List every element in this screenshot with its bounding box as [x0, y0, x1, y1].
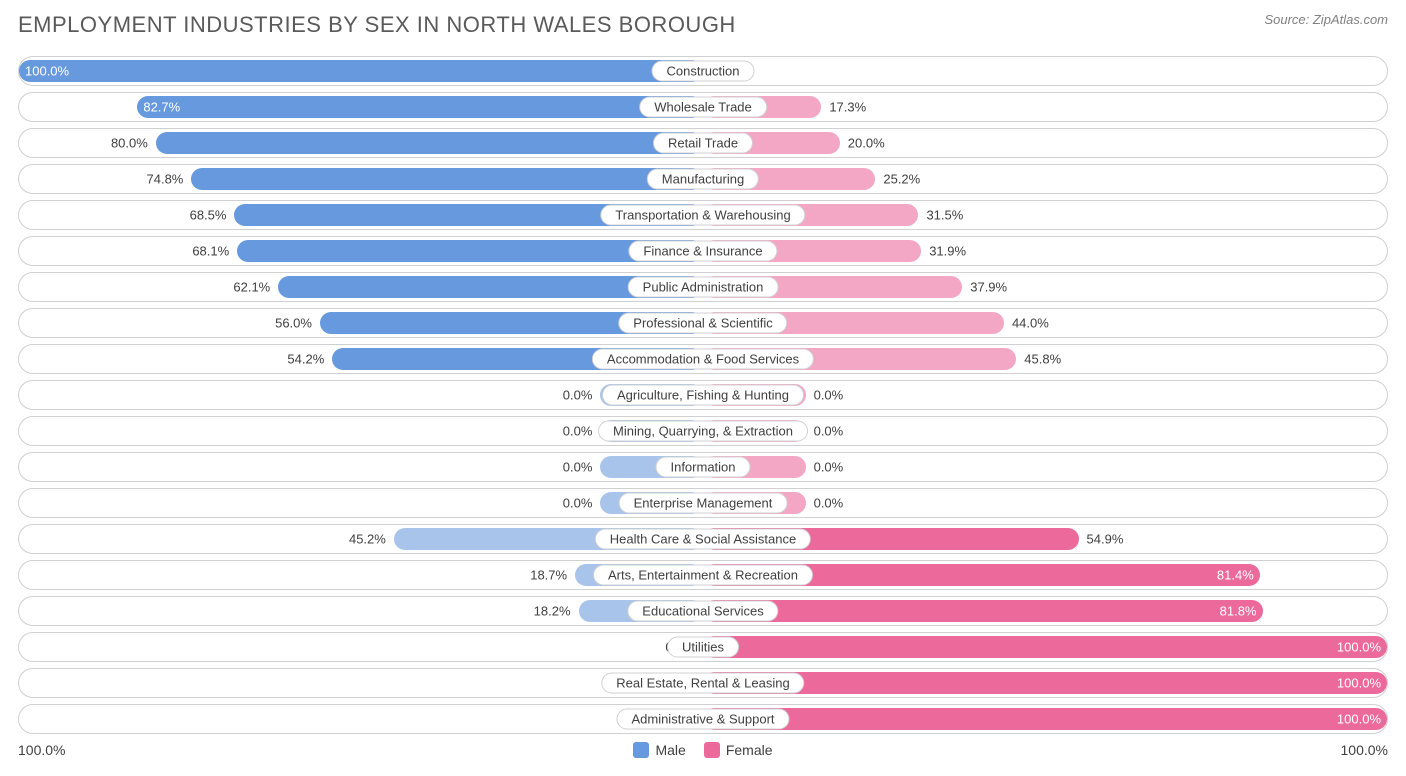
row-category-label: Transportation & Warehousing	[600, 205, 805, 226]
row-category-label: Construction	[652, 61, 755, 82]
female-bar: 100.0%	[703, 636, 1387, 658]
row-category-label: Manufacturing	[647, 169, 759, 190]
row-category-label: Wholesale Trade	[639, 97, 767, 118]
female-pct-label: 0.0%	[814, 460, 844, 475]
female-pct-label: 100.0%	[1337, 712, 1381, 727]
axis-right-label: 100.0%	[1341, 742, 1388, 758]
female-pct-label: 31.9%	[929, 244, 966, 259]
female-pct-label: 31.5%	[926, 208, 963, 223]
chart-row: 54.2% 45.8% Accommodation & Food Services	[18, 344, 1388, 374]
row-category-label: Agriculture, Fishing & Hunting	[602, 385, 804, 406]
chart-row: 68.1% 31.9% Finance & Insurance	[18, 236, 1388, 266]
male-pct-label: 56.0%	[275, 316, 312, 331]
chart-row: 100.0%0.0%Construction	[18, 56, 1388, 86]
male-bar: 82.7%	[137, 96, 703, 118]
chart-row: 62.1% 37.9% Public Administration	[18, 272, 1388, 302]
female-pct-label: 20.0%	[848, 136, 885, 151]
female-pct-label: 81.8%	[1220, 604, 1257, 619]
male-pct-label: 82.7%	[143, 100, 180, 115]
row-category-label: Arts, Entertainment & Recreation	[593, 565, 813, 586]
chart-row: 18.7% 81.4% Arts, Entertainment & Recreati…	[18, 560, 1388, 590]
male-pct-label: 62.1%	[233, 280, 270, 295]
female-pct-label: 25.2%	[883, 172, 920, 187]
male-pct-label: 100.0%	[25, 64, 69, 79]
row-category-label: Utilities	[667, 637, 739, 658]
chart-row: 0.0% 0.0% Agriculture, Fishing & Hunting	[18, 380, 1388, 410]
chart-row: 80.0% 20.0% Retail Trade	[18, 128, 1388, 158]
row-category-label: Enterprise Management	[619, 493, 788, 514]
chart-row: 0.0%100.0%Utilities	[18, 632, 1388, 662]
female-swatch-icon	[704, 742, 720, 758]
legend-female-label: Female	[726, 742, 773, 758]
male-pct-label: 68.5%	[190, 208, 227, 223]
male-pct-label: 0.0%	[563, 460, 593, 475]
male-bar	[191, 168, 703, 190]
chart-row: 0.0%100.0%Administrative & Support	[18, 704, 1388, 734]
chart-row: 56.0% 44.0% Professional & Scientific	[18, 308, 1388, 338]
female-pct-label: 37.9%	[970, 280, 1007, 295]
row-category-label: Finance & Insurance	[628, 241, 777, 262]
male-swatch-icon	[633, 742, 649, 758]
legend: Male Female	[633, 742, 772, 758]
chart-row: 0.0% 0.0% Enterprise Management	[18, 488, 1388, 518]
female-bar: 100.0%	[703, 708, 1387, 730]
female-pct-label: 100.0%	[1337, 640, 1381, 655]
legend-male-label: Male	[655, 742, 685, 758]
chart-row: 68.5% 31.5% Transportation & Warehousing	[18, 200, 1388, 230]
row-category-label: Real Estate, Rental & Leasing	[601, 673, 804, 694]
row-category-label: Administrative & Support	[616, 709, 789, 730]
legend-male: Male	[633, 742, 685, 758]
female-pct-label: 0.0%	[814, 424, 844, 439]
female-pct-label: 0.0%	[814, 388, 844, 403]
chart-title: EMPLOYMENT INDUSTRIES BY SEX IN NORTH WA…	[18, 12, 736, 38]
chart-row: 0.0% 0.0% Mining, Quarrying, & Extraction	[18, 416, 1388, 446]
chart-row: 45.2% 54.9% Health Care & Social Assistanc…	[18, 524, 1388, 554]
female-pct-label: 81.4%	[1217, 568, 1254, 583]
male-pct-label: 18.7%	[530, 568, 567, 583]
legend-female: Female	[704, 742, 773, 758]
row-category-label: Retail Trade	[653, 133, 753, 154]
male-pct-label: 80.0%	[111, 136, 148, 151]
chart-row: 82.7% 17.3% Wholesale Trade	[18, 92, 1388, 122]
female-pct-label: 54.9%	[1087, 532, 1124, 547]
row-category-label: Professional & Scientific	[618, 313, 787, 334]
male-bar	[156, 132, 703, 154]
male-pct-label: 18.2%	[534, 604, 571, 619]
chart-row: 0.0%100.0%Real Estate, Rental & Leasing	[18, 668, 1388, 698]
chart-footer: 100.0% Male Female 100.0%	[18, 742, 1388, 758]
female-pct-label: 44.0%	[1012, 316, 1049, 331]
female-pct-label: 0.0%	[814, 496, 844, 511]
female-bar: 81.8%	[703, 600, 1263, 622]
male-pct-label: 0.0%	[563, 496, 593, 511]
chart-row: 74.8% 25.2% Manufacturing	[18, 164, 1388, 194]
row-category-label: Educational Services	[627, 601, 778, 622]
female-pct-label: 45.8%	[1024, 352, 1061, 367]
chart-source: Source: ZipAtlas.com	[1264, 12, 1388, 27]
male-bar: 100.0%	[19, 60, 703, 82]
female-pct-label: 17.3%	[829, 100, 866, 115]
male-pct-label: 0.0%	[563, 424, 593, 439]
row-category-label: Accommodation & Food Services	[592, 349, 814, 370]
male-pct-label: 68.1%	[192, 244, 229, 259]
female-bar: 100.0%	[703, 672, 1387, 694]
row-category-label: Information	[655, 457, 750, 478]
male-pct-label: 0.0%	[563, 388, 593, 403]
row-category-label: Mining, Quarrying, & Extraction	[598, 421, 808, 442]
male-pct-label: 54.2%	[287, 352, 324, 367]
male-pct-label: 45.2%	[349, 532, 386, 547]
chart-header: EMPLOYMENT INDUSTRIES BY SEX IN NORTH WA…	[18, 12, 1388, 38]
chart-row: 0.0% 0.0% Information	[18, 452, 1388, 482]
row-category-label: Health Care & Social Assistance	[595, 529, 811, 550]
row-category-label: Public Administration	[628, 277, 779, 298]
chart-row: 18.2% 81.8% Educational Services	[18, 596, 1388, 626]
chart-body: 100.0%0.0%Construction82.7%17.3%Wholesal…	[18, 56, 1388, 734]
male-pct-label: 74.8%	[147, 172, 184, 187]
axis-left-label: 100.0%	[18, 742, 65, 758]
female-pct-label: 100.0%	[1337, 676, 1381, 691]
